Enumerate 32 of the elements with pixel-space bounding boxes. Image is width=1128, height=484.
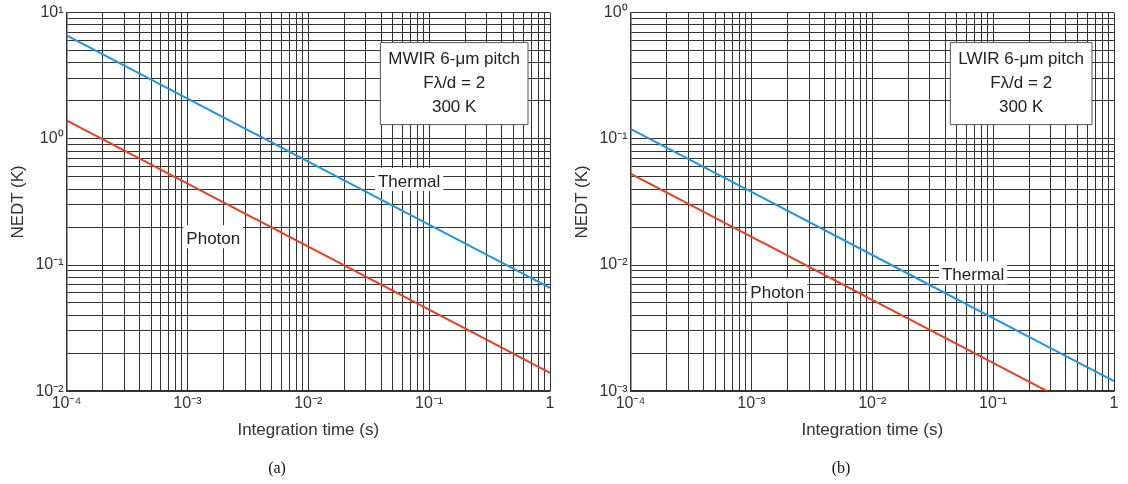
y-axis-title: NEDT (K) [7,165,27,239]
annotation: 300 K [431,97,478,117]
annotation: 300 K [998,97,1045,117]
series-label: Thermal [377,171,441,191]
y-tick-label: 10⁰ [39,129,64,147]
x-tick-label: 1 [545,394,555,412]
x-tick-label: 10⁻⁴ [51,394,82,412]
annotation: Fλ/d = 2 [990,73,1053,93]
x-tick-label: 10⁻² [858,394,887,412]
x-tick-label: 10⁻¹ [415,394,444,412]
x-tick-label: 10⁻³ [737,394,767,412]
annotation: LWIR 6-μm pitch [958,49,1084,69]
x-axis-title: Integration time (s) [237,420,380,440]
y-tick-label: 10⁻² [599,255,629,273]
x-tick-label: 10⁻¹ [979,394,1008,412]
series-label: Photon [750,282,805,302]
text: (a) [268,458,286,477]
x-axis-title: Integration time (s) [801,420,944,440]
x-tick-label: 1 [1109,394,1119,412]
y-tick-label: 10¹ [40,3,64,21]
y-tick-label: 10⁻¹ [599,129,628,147]
annotation: MWIR 6-μm pitch [388,49,520,69]
y-axis-title: NEDT (K) [571,165,591,239]
x-tick-label: 10⁻⁴ [615,394,646,412]
annotation: Fλ/d = 2 [423,73,486,93]
series-label: Thermal [941,265,1005,285]
series-label: Photon [186,229,241,249]
text: (b) [831,458,851,477]
y-tick-label: 10⁰ [603,3,628,21]
y-tick-label: 10⁻¹ [35,255,64,273]
x-tick-label: 10⁻² [294,394,323,412]
x-tick-label: 10⁻³ [173,394,203,412]
